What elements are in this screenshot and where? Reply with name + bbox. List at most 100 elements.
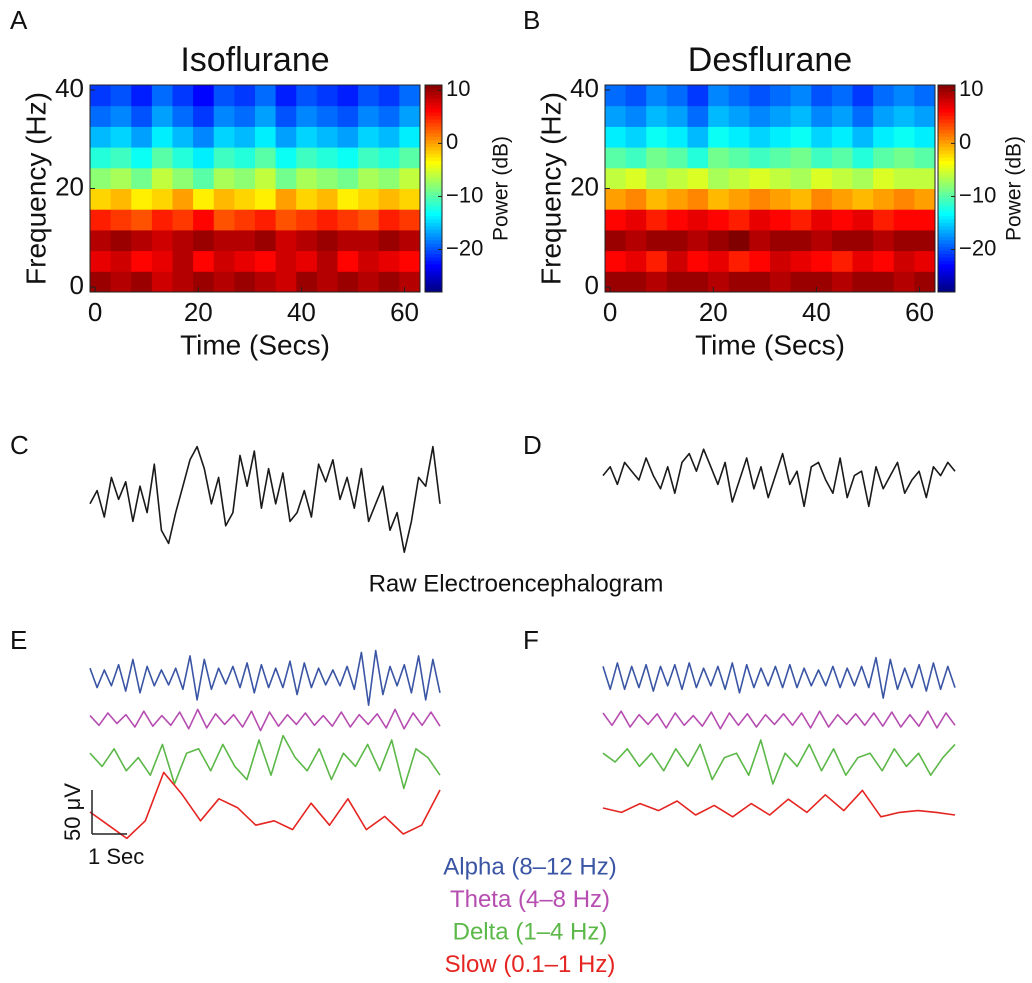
colorbar-step (425, 150, 442, 155)
heat-cell (666, 85, 688, 107)
trace (602, 448, 956, 508)
heat-cell (275, 188, 297, 210)
heat-cell (605, 147, 627, 169)
heat-cell (399, 209, 421, 231)
heat-cell (275, 147, 297, 169)
trace (89, 734, 441, 790)
heat-cell (605, 167, 627, 189)
heat-cell (358, 271, 380, 293)
colorbar-step (425, 181, 442, 186)
heat-cell (193, 229, 215, 252)
heat-cell (255, 229, 277, 252)
colorbar-step (938, 223, 955, 227)
colorbar-step (938, 112, 955, 117)
heat-cell (852, 105, 874, 127)
heat-cell (255, 209, 277, 231)
x-axis-label: Time (Secs) (695, 329, 845, 360)
heat-cell (234, 147, 256, 169)
y-tick-label: 0 (70, 270, 84, 300)
colorbar-step (425, 250, 442, 255)
heat-cell (316, 85, 338, 107)
heat-cell (275, 167, 297, 189)
heat-cell (378, 85, 400, 107)
colorbar-step (425, 219, 442, 224)
heat-cell (358, 147, 380, 169)
colorbar-step (425, 240, 442, 245)
heat-cell (893, 188, 915, 210)
heat-cell (811, 229, 833, 252)
heat-cell (914, 85, 936, 107)
heat-cell (275, 126, 297, 148)
colorbar-step (938, 109, 955, 114)
colorbar-step (938, 150, 955, 155)
heat-cell (172, 271, 194, 293)
heat-cell (811, 188, 833, 210)
colorbar-step (425, 223, 442, 227)
heat-cell (378, 126, 400, 148)
panel-label: B (523, 5, 540, 35)
heat-cell (151, 229, 173, 252)
heat-cell (110, 250, 132, 272)
x-tick-label: 40 (287, 297, 316, 327)
heat-cell (234, 229, 256, 252)
heat-cell (172, 229, 194, 252)
heat-cell (316, 250, 338, 272)
colorbar-step (425, 122, 442, 127)
heat-cell (790, 250, 812, 272)
colorbar-step (938, 240, 955, 245)
heat-cell (625, 250, 647, 272)
colorbar-step (425, 267, 442, 272)
heat-cell (296, 250, 318, 272)
heat-cell (831, 126, 853, 148)
colorbar-step (425, 98, 442, 103)
heat-cell (873, 271, 895, 293)
heat-cell (708, 105, 730, 127)
colorbar-step (425, 140, 442, 145)
colorbar-step (425, 233, 442, 238)
heat-cell (893, 209, 915, 231)
scale-bar-x-label: 1 Sec (88, 844, 144, 869)
heat-cell (625, 271, 647, 293)
colorbar-step (425, 116, 442, 120)
heat-cell (399, 147, 421, 169)
heat-cell (687, 188, 709, 210)
colorbar-step (938, 119, 955, 124)
heat-cell (625, 147, 647, 169)
heat-cell (914, 229, 936, 252)
heat-cell (625, 209, 647, 231)
heat-cell (873, 147, 895, 169)
colorbar-step (425, 281, 442, 286)
colorbar-step (938, 191, 955, 196)
heat-cell (770, 167, 792, 189)
trace (89, 771, 441, 840)
heat-cell (193, 126, 215, 148)
heat-cell (852, 85, 874, 107)
heat-cell (687, 85, 709, 107)
heat-cell (110, 229, 132, 252)
heat-cell (213, 105, 235, 127)
heat-cell (90, 147, 112, 169)
scale-bar-y-label: 50 μV (60, 783, 85, 841)
heat-cell (873, 188, 895, 210)
heat-cell (646, 209, 668, 231)
heat-cell (914, 147, 936, 169)
heat-cell (399, 229, 421, 252)
heat-cell (378, 250, 400, 272)
heat-cell (646, 229, 668, 252)
heat-cell (687, 147, 709, 169)
heat-cell (749, 85, 771, 107)
legend-entry: Slow (0.1–1 Hz) (445, 951, 616, 978)
colorbar-step (938, 233, 955, 238)
heat-cell (234, 271, 256, 293)
panel-label: D (523, 430, 542, 460)
heat-cell (90, 209, 112, 231)
heat-cell (687, 250, 709, 272)
heat-cell (399, 271, 421, 293)
colorbar-step (425, 236, 442, 241)
colorbar-step (938, 202, 955, 207)
colorbar-step (938, 271, 955, 276)
heat-cell (358, 85, 380, 107)
heat-cell (255, 126, 277, 148)
colorbar-step (425, 285, 442, 290)
